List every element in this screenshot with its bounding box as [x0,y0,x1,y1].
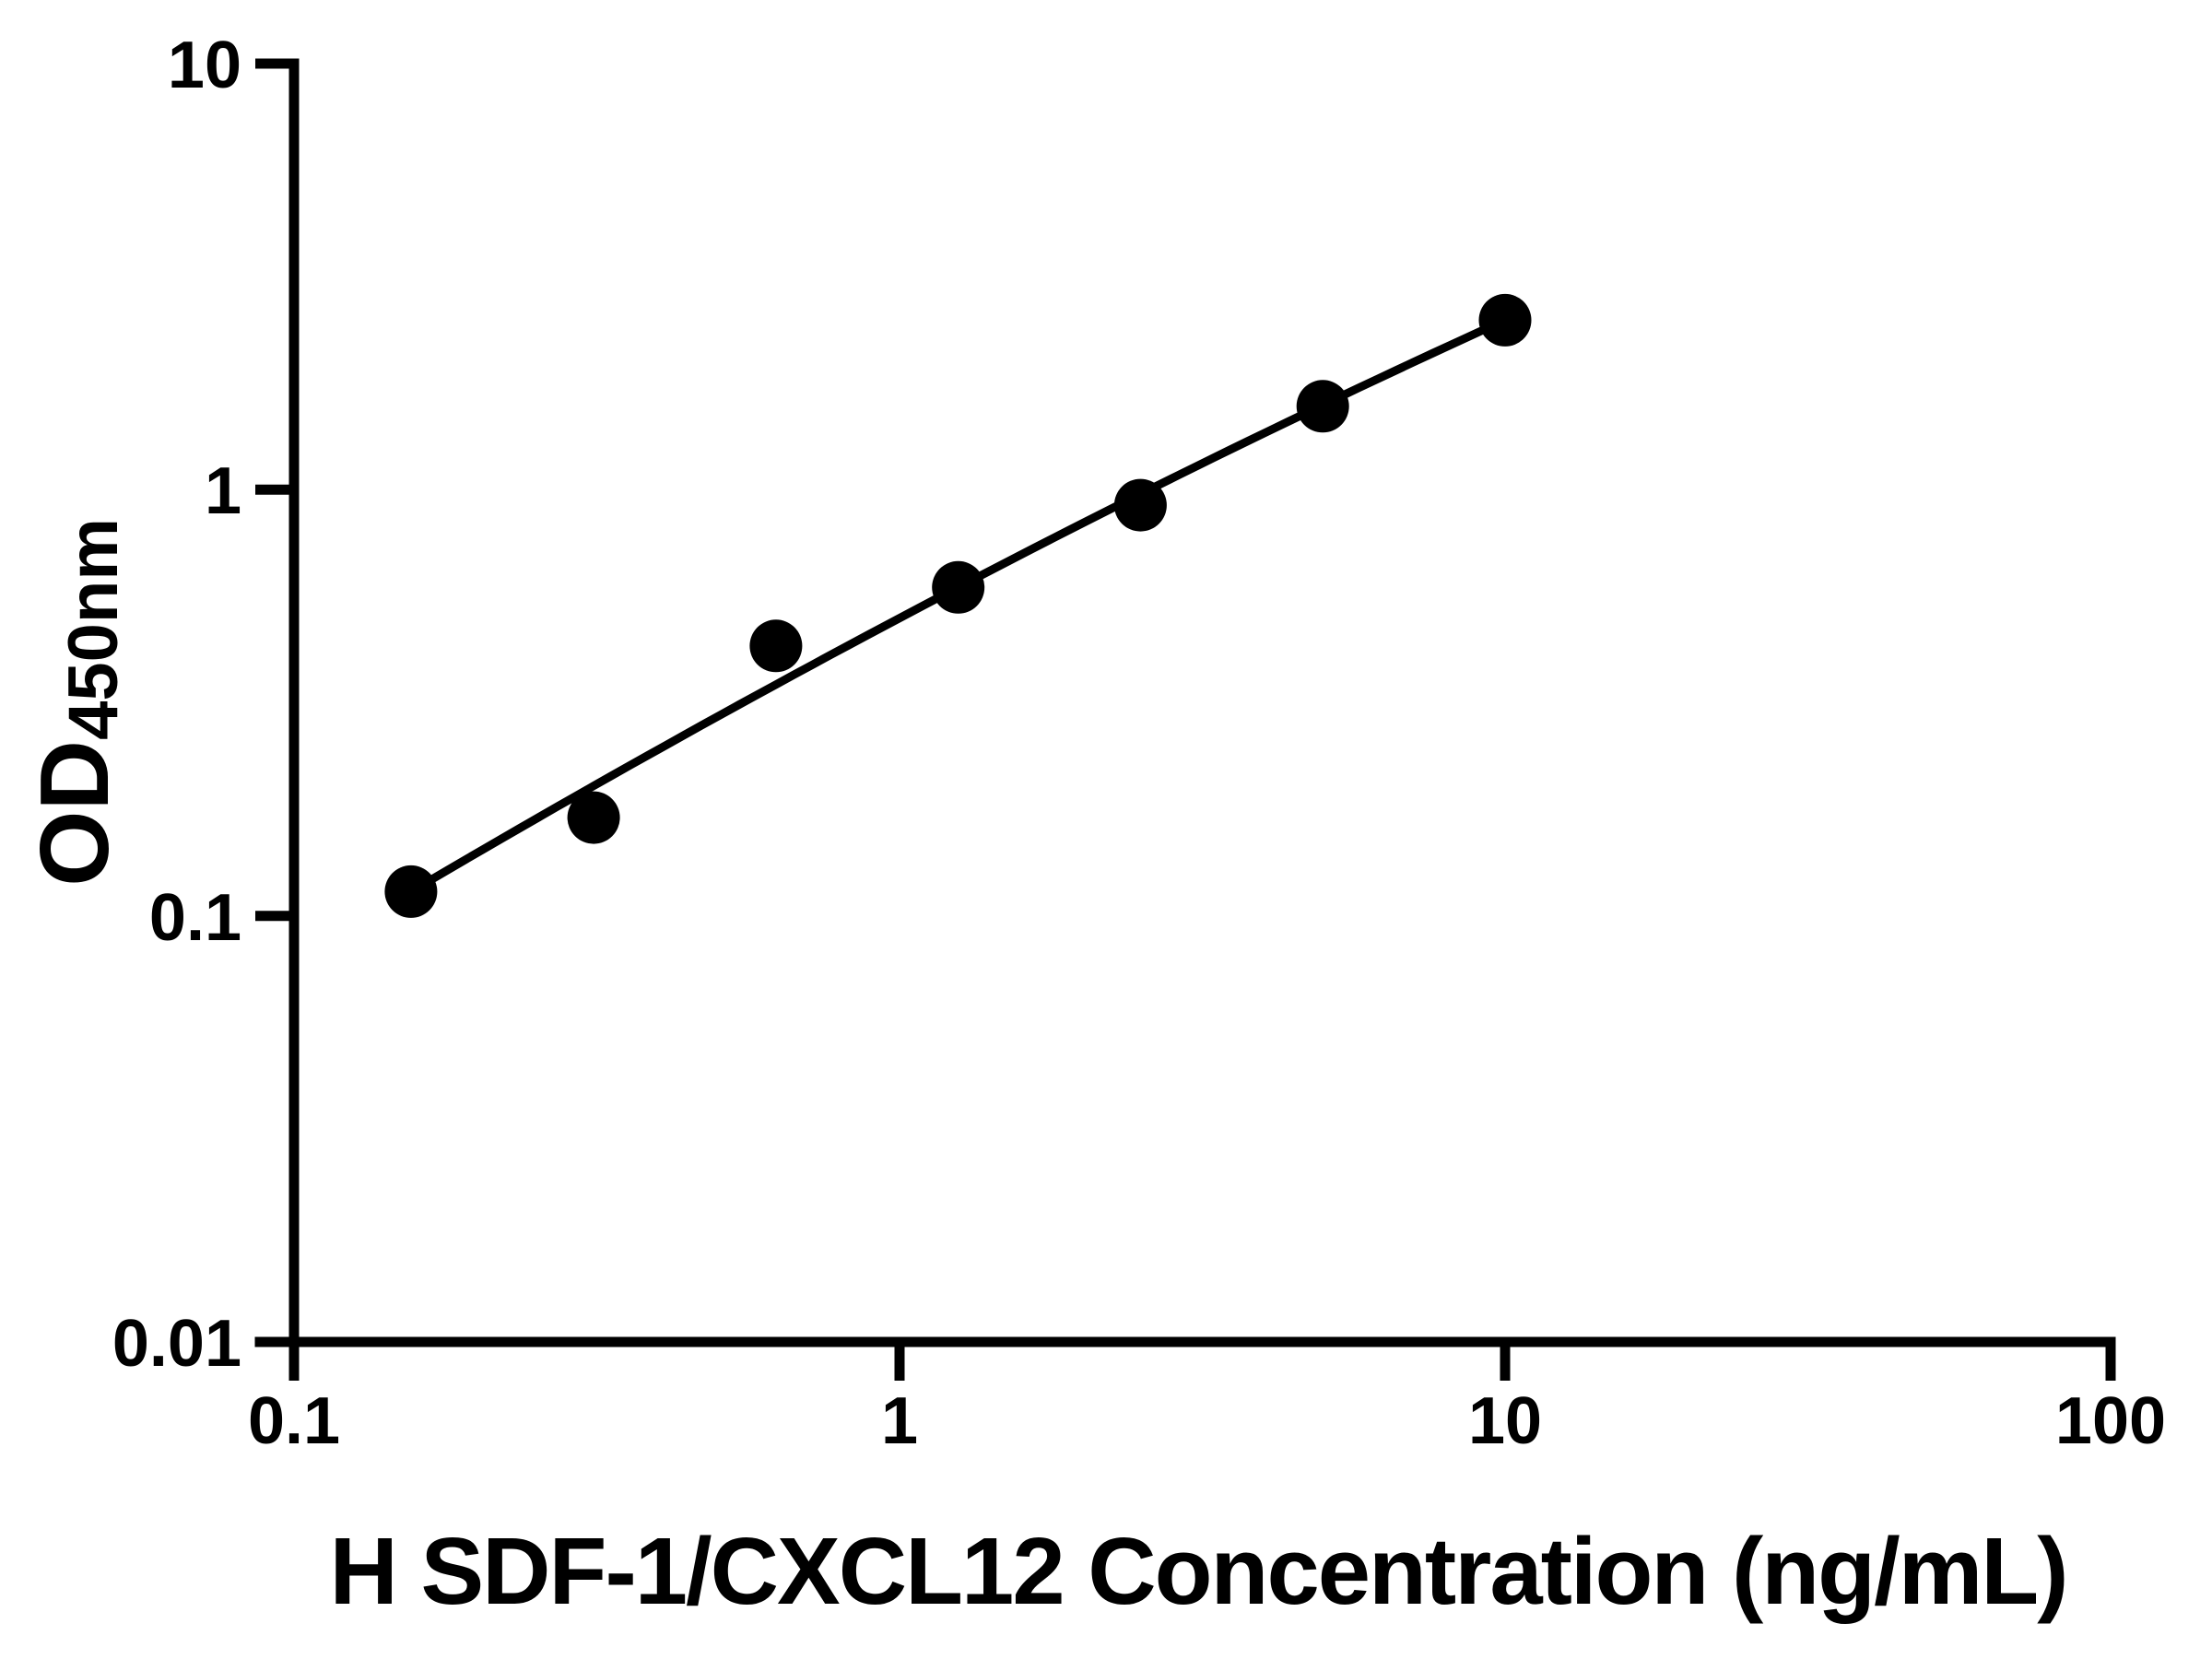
axes [254,58,2116,1381]
y-tick-labels: 10 1 0.1 0.01 [112,29,241,1381]
data-point [567,791,620,844]
y-tick-label-0_01: 0.01 [112,1307,241,1381]
x-tick-label-0_1: 0.1 [248,1384,340,1458]
y-tick-label-0_1: 0.1 [149,881,241,955]
y-tick-label-10: 10 [168,29,241,102]
x-tick-label-10: 10 [1468,1384,1542,1458]
x-tick-label-1: 1 [881,1384,918,1458]
y-axis-title-main: OD [20,740,129,887]
data-point [1296,380,1349,433]
x-tick-labels: 0.1 1 10 100 [248,1384,2166,1458]
data-point [1478,293,1532,347]
data-point [384,865,438,918]
y-axis-title-subscript: 450nm [54,518,133,740]
data-point [749,619,803,673]
y-tick-label-1: 1 [205,454,241,528]
x-axis-title: H SDF-1/CXCL12 Concentration (ng/mL) [329,1518,2066,1624]
data-point [1113,478,1167,532]
x-tick-label-100: 100 [2055,1384,2166,1458]
data-points [384,293,1532,918]
y-axis-title: OD450nm [20,518,133,887]
data-point [932,560,985,614]
